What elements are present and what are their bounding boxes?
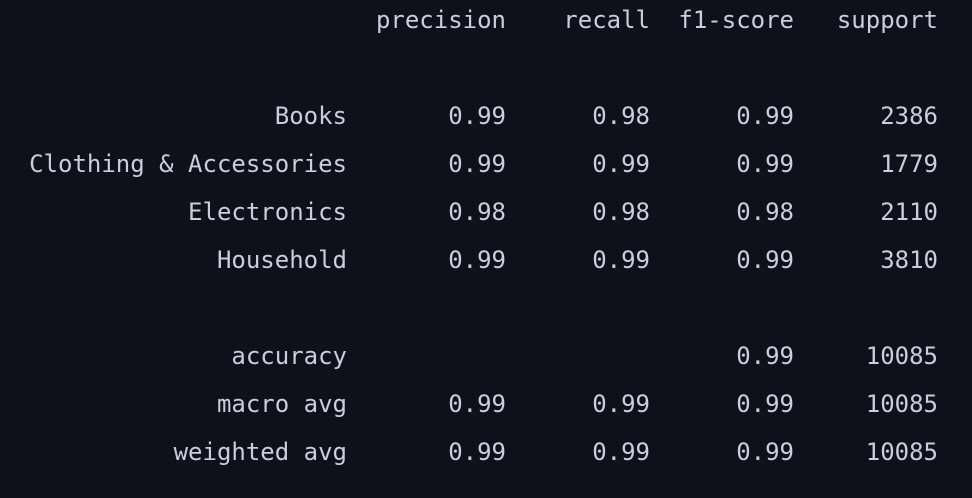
row-label: Household [216, 246, 347, 274]
row-recall: 0.99 [592, 390, 650, 418]
row-support: 3810 [880, 246, 938, 274]
row-precision: 0.99 [448, 246, 506, 274]
row-label: Books [274, 102, 347, 130]
row-precision: 0.99 [448, 150, 506, 178]
row-f1-score: 0.99 [736, 438, 794, 466]
table-row: Electronics 0.98 0.98 0.98 2110 [0, 195, 972, 229]
row-recall: 0.99 [592, 438, 650, 466]
header-precision: precision [375, 6, 506, 34]
summary-row-accuracy: accuracy 0.99 10085 [0, 339, 972, 373]
table-row: Household 0.99 0.99 0.99 3810 [0, 243, 972, 277]
row-precision: 0.99 [448, 102, 506, 130]
row-label: weighted avg [173, 438, 347, 466]
row-f1-score: 0.99 [736, 342, 794, 370]
row-f1-score: 0.98 [736, 198, 794, 226]
row-recall: 0.99 [592, 150, 650, 178]
row-support: 10085 [865, 390, 938, 418]
report-header-row: precision recall f1-score support [0, 3, 972, 37]
row-support: 2386 [880, 102, 938, 130]
row-label: Electronics [188, 198, 347, 226]
row-support: 10085 [865, 438, 938, 466]
header-support: support [836, 6, 938, 34]
table-row: Books 0.99 0.98 0.99 2386 [0, 99, 972, 133]
row-f1-score: 0.99 [736, 390, 794, 418]
header-f1-score: f1-score [678, 6, 794, 34]
row-precision: 0.98 [448, 198, 506, 226]
row-support: 2110 [880, 198, 938, 226]
row-precision: 0.99 [448, 390, 506, 418]
row-support: 1779 [880, 150, 938, 178]
row-f1-score: 0.99 [736, 246, 794, 274]
table-row: Clothing & Accessories 0.99 0.99 0.99 17… [0, 147, 972, 181]
summary-row-weighted-avg: weighted avg 0.99 0.99 0.99 10085 [0, 435, 972, 469]
row-recall: 0.98 [592, 198, 650, 226]
row-label: Clothing & Accessories [29, 150, 347, 178]
row-precision: 0.99 [448, 438, 506, 466]
row-recall: 0.98 [592, 102, 650, 130]
row-f1-score: 0.99 [736, 102, 794, 130]
row-label: accuracy [231, 342, 347, 370]
summary-row-macro-avg: macro avg 0.99 0.99 0.99 10085 [0, 387, 972, 421]
row-f1-score: 0.99 [736, 150, 794, 178]
row-recall: 0.99 [592, 246, 650, 274]
row-support: 10085 [865, 342, 938, 370]
row-label: macro avg [216, 390, 347, 418]
header-recall: recall [563, 6, 650, 34]
